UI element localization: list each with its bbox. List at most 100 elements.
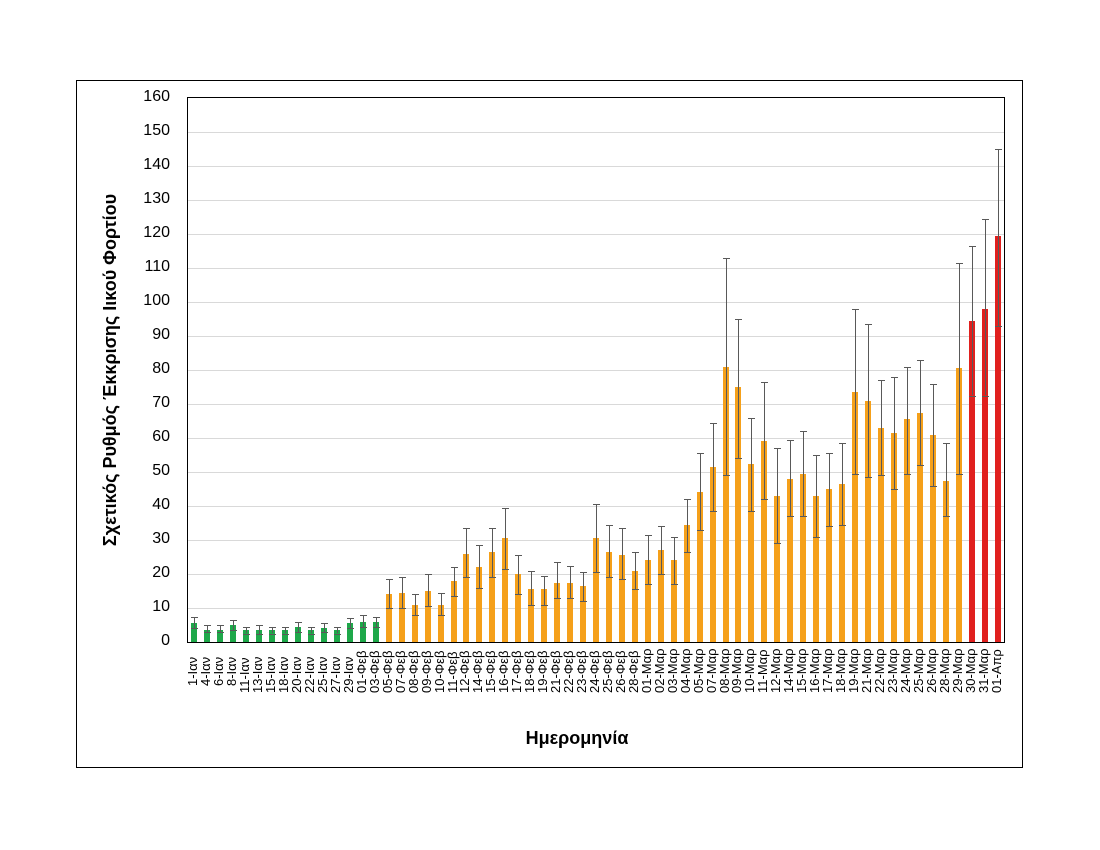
error-cap — [761, 499, 769, 501]
bar — [865, 400, 871, 642]
error-bar — [596, 504, 597, 573]
error-cap — [631, 551, 639, 553]
error-cap — [994, 325, 1002, 327]
error-bar — [285, 626, 287, 634]
error-cap — [618, 528, 626, 530]
y-tick-label: 110 — [144, 258, 170, 275]
error-cap — [398, 608, 406, 609]
error-cap — [398, 577, 406, 579]
gridline — [188, 302, 1004, 303]
error-cap — [644, 534, 652, 536]
error-bar — [738, 319, 740, 459]
bar — [554, 582, 561, 642]
error-cap — [528, 570, 536, 572]
error-bar — [855, 308, 857, 474]
error-cap — [865, 477, 872, 479]
y-tick-label: 160 — [143, 88, 170, 105]
error-bar — [647, 534, 649, 585]
error-bar — [207, 625, 209, 632]
error-cap — [761, 381, 769, 383]
gridline — [188, 166, 1004, 167]
y-tick-label: 130 — [143, 190, 170, 207]
error-bar — [816, 455, 818, 537]
error-cap — [683, 551, 691, 553]
error-cap — [593, 504, 600, 506]
error-cap — [424, 606, 432, 608]
gridline — [188, 438, 1004, 439]
bar — [515, 574, 522, 642]
error-bar — [621, 528, 623, 580]
error-cap — [359, 626, 367, 628]
error-cap — [567, 565, 575, 567]
error-bar — [401, 577, 403, 608]
error-cap — [463, 577, 471, 579]
y-tick-label: 30 — [152, 530, 170, 547]
error-bar — [375, 616, 377, 627]
error-bar — [531, 570, 533, 605]
bar — [813, 495, 820, 642]
error-cap — [800, 431, 808, 433]
bar — [631, 570, 638, 642]
error-bar — [868, 324, 869, 478]
error-cap — [476, 545, 484, 547]
error-cap — [735, 319, 743, 320]
error-cap — [282, 633, 290, 635]
error-bar — [298, 621, 300, 632]
bar — [372, 621, 379, 642]
error-cap — [618, 579, 626, 581]
error-cap — [735, 458, 743, 460]
error-cap — [580, 572, 588, 574]
bar — [877, 427, 884, 642]
error-bar — [414, 594, 416, 615]
error-bar — [259, 625, 261, 634]
bar — [476, 567, 483, 642]
bar — [437, 604, 444, 642]
error-cap — [502, 507, 510, 509]
bar — [359, 621, 366, 642]
error-bar — [945, 443, 947, 517]
error-bar — [686, 499, 688, 552]
bar — [839, 483, 846, 642]
error-cap — [877, 475, 885, 477]
bar — [683, 524, 690, 642]
error-cap — [955, 473, 963, 475]
error-bar — [829, 453, 831, 527]
bar — [800, 473, 807, 642]
error-bar — [427, 574, 429, 607]
error-bar — [583, 572, 585, 602]
error-bar — [479, 545, 481, 588]
error-cap — [865, 324, 872, 326]
error-bar — [906, 366, 908, 474]
error-cap — [942, 443, 950, 445]
bar — [761, 441, 768, 642]
error-bar — [453, 567, 455, 597]
error-cap — [605, 524, 613, 526]
error-cap — [994, 149, 1002, 150]
error-cap — [968, 245, 976, 247]
error-cap — [916, 359, 924, 361]
gridline — [188, 336, 1004, 337]
error-bar — [544, 575, 546, 605]
error-bar — [220, 625, 222, 632]
error-bar — [777, 448, 779, 544]
error-bar — [570, 565, 572, 598]
error-cap — [826, 526, 834, 528]
error-cap — [333, 626, 341, 628]
error-cap — [256, 625, 264, 626]
gridline — [188, 404, 1004, 405]
error-cap — [593, 572, 600, 574]
error-cap — [333, 633, 341, 635]
bar — [593, 538, 599, 642]
error-bar — [997, 149, 999, 326]
error-cap — [722, 475, 730, 477]
error-cap — [476, 587, 484, 589]
bar — [321, 628, 327, 642]
error-cap — [528, 604, 536, 606]
y-tick-label: 40 — [152, 496, 170, 513]
y-tick-label: 140 — [143, 156, 170, 173]
y-tick-label: 50 — [152, 462, 170, 479]
y-tick-label: 20 — [152, 564, 170, 581]
y-tick-label: 100 — [143, 292, 170, 309]
error-cap — [256, 633, 264, 635]
error-cap — [670, 536, 678, 538]
